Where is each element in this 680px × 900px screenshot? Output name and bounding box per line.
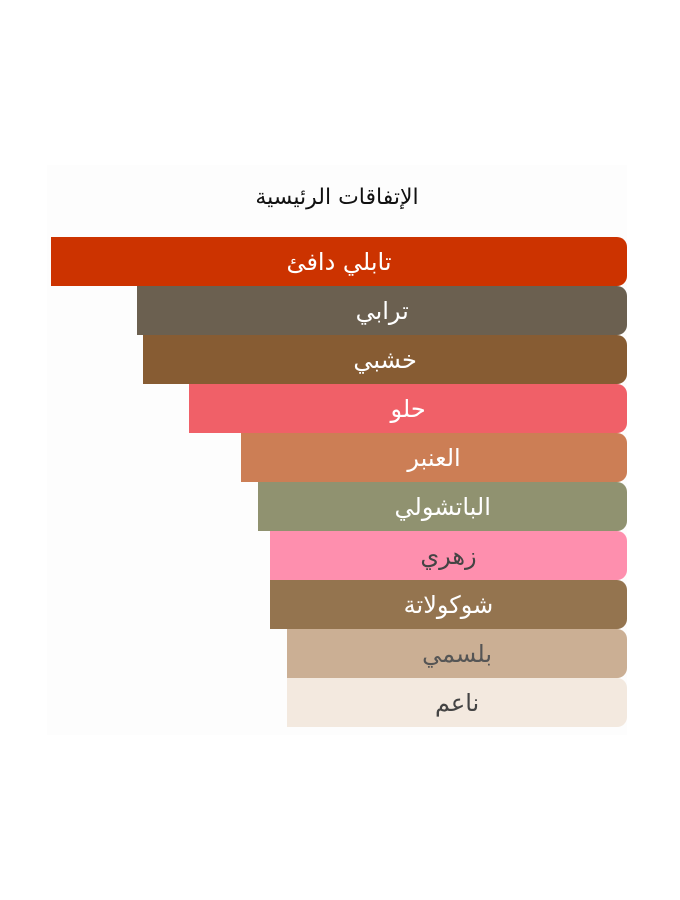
- accord-bar: خشبي: [143, 335, 627, 384]
- accord-bar: ناعم: [287, 678, 627, 727]
- accord-label: ترابي: [355, 296, 409, 325]
- accord-label: تابلي دافئ: [286, 247, 392, 276]
- accord-bar: بلسمي: [287, 629, 627, 678]
- accord-label: ناعم: [434, 688, 480, 717]
- accord-bar: حلو: [189, 384, 627, 433]
- accord-bar: ترابي: [137, 286, 627, 335]
- accord-bar: تابلي دافئ: [51, 237, 627, 286]
- accord-bar: الباتشولي: [258, 482, 627, 531]
- accord-label: العنبر: [407, 443, 461, 472]
- accord-label: زهري: [420, 541, 477, 570]
- accord-bars: تابلي دافئ ترابي خشبي حلو العنبر الباتشولي زهر…: [51, 237, 627, 727]
- accord-bar: زهري: [269, 531, 627, 580]
- main-accords-panel: الإتفاقات الرئيسية تابلي دافئ ترابي خشبي حل…: [47, 165, 627, 735]
- accord-label: خشبي: [353, 345, 417, 374]
- accord-bar: شوكولاتة: [269, 580, 627, 629]
- accord-label: بلسمي: [422, 639, 493, 668]
- accord-bar: العنبر: [241, 433, 627, 482]
- accord-label: حلو: [390, 394, 426, 423]
- chart-title: الإتفاقات الرئيسية: [255, 185, 419, 210]
- accord-label: الباتشولي: [394, 492, 491, 521]
- accord-label: شوكولاتة: [403, 590, 494, 619]
